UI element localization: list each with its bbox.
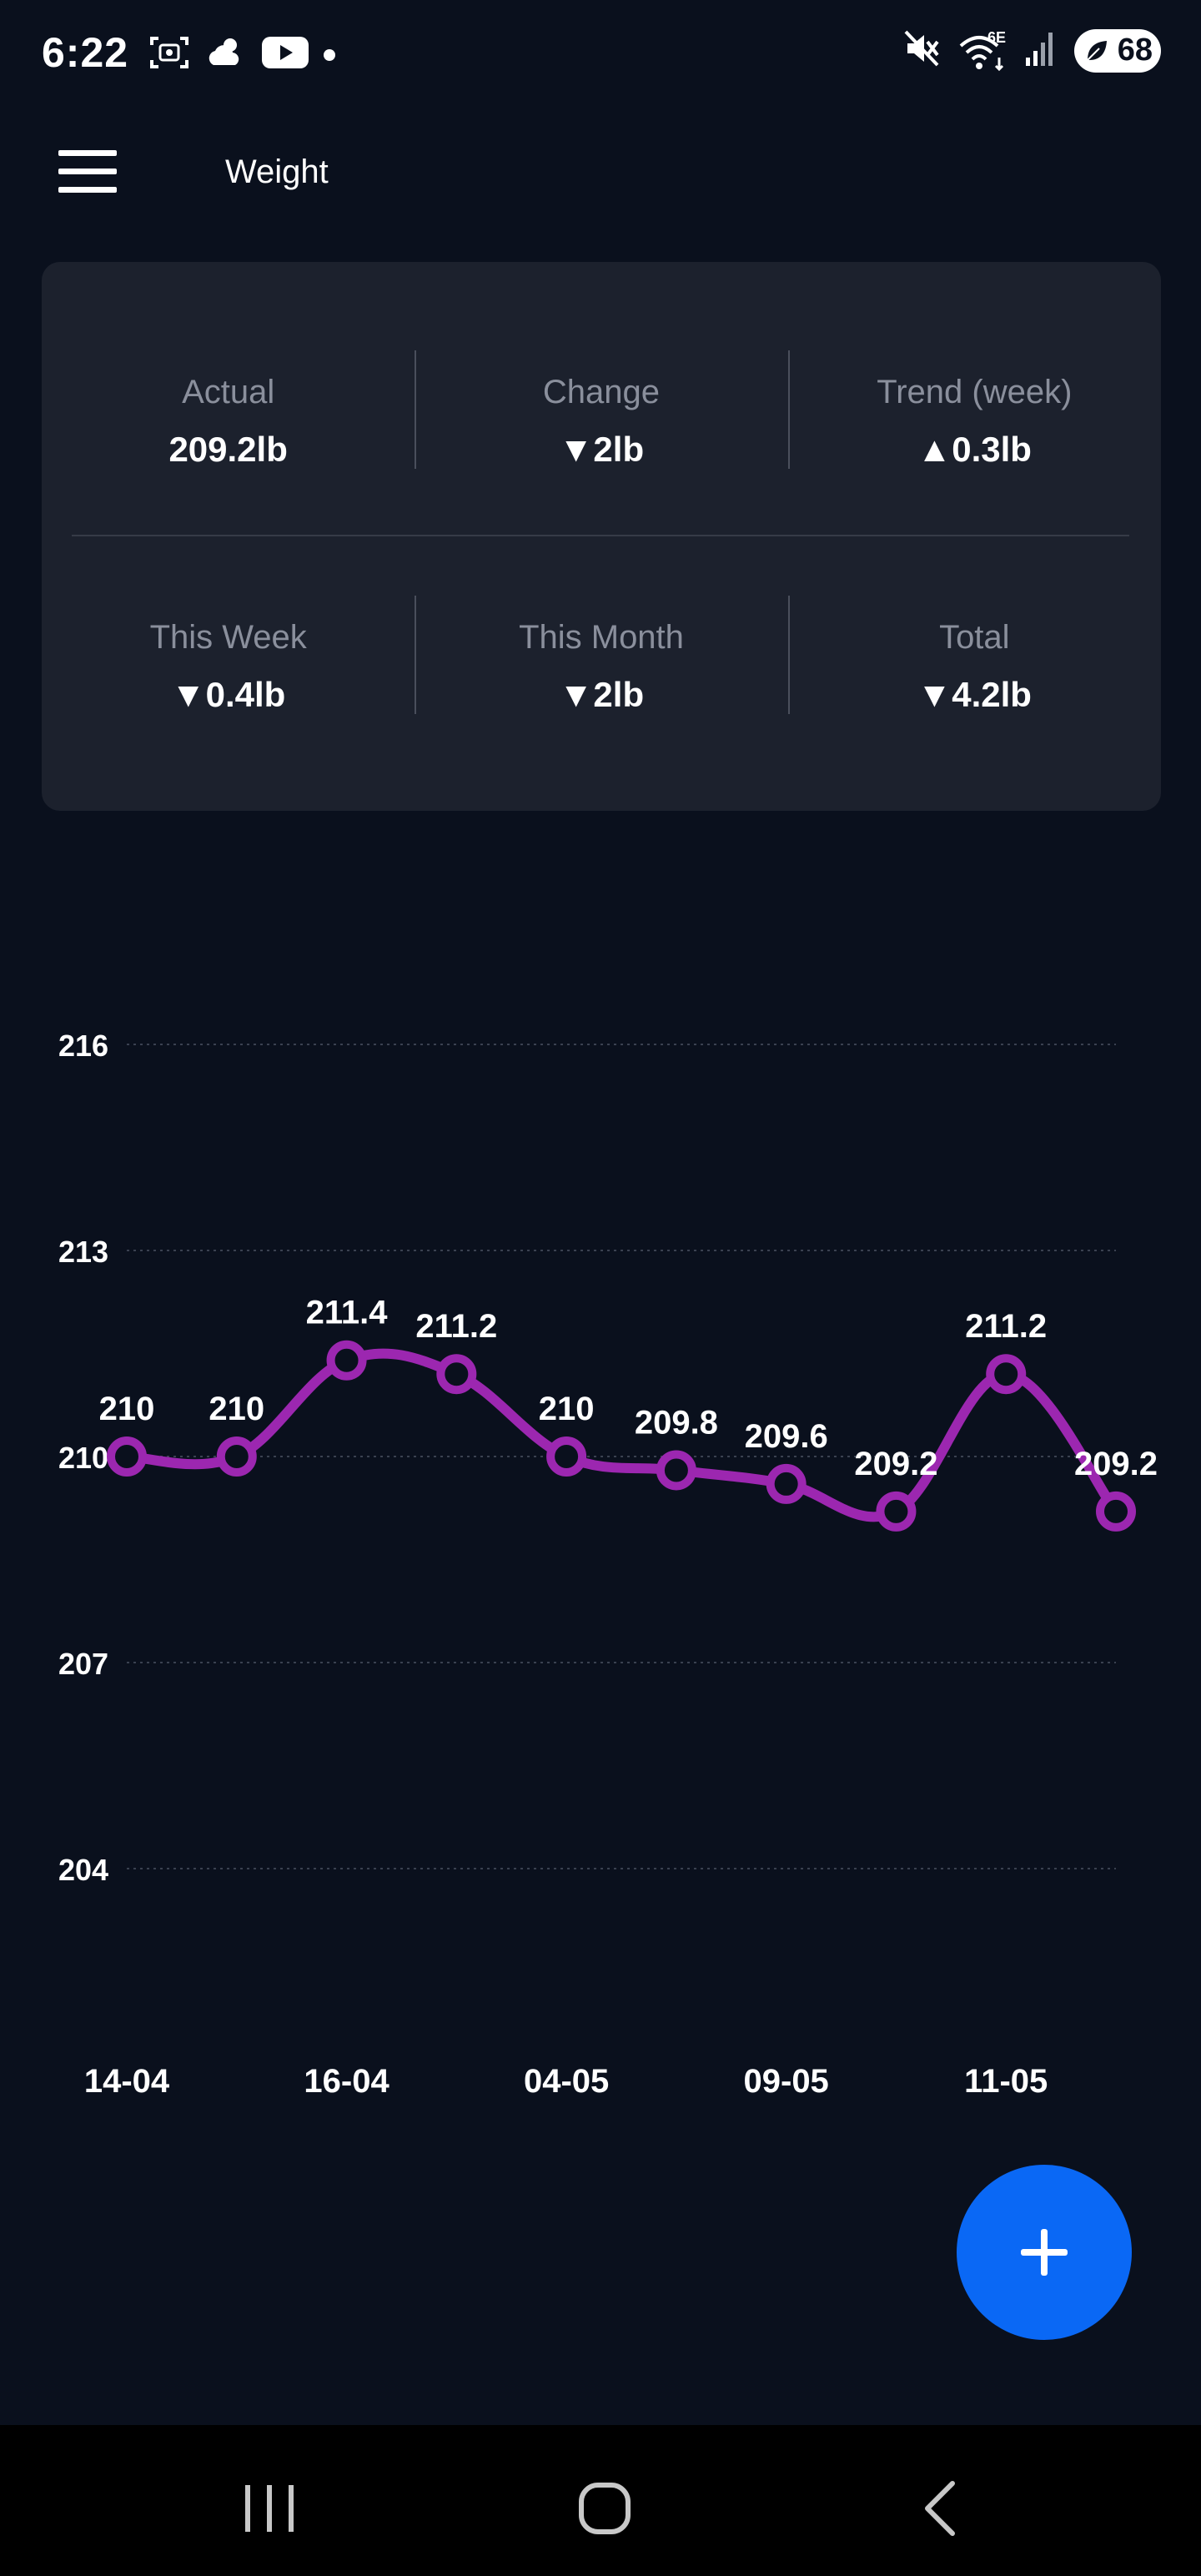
x-tick-label: 11-05: [964, 2063, 1048, 2100]
y-tick-label: 207: [58, 1647, 108, 1681]
hamburger-icon-bar: [58, 169, 117, 174]
stats-row-bottom: This Week ▼0.4lb This Month ▼2lb Total ▼…: [42, 596, 1161, 721]
data-point[interactable]: [546, 1436, 587, 1477]
back-button[interactable]: [891, 2467, 991, 2550]
stats-card: Actual 209.2lb Change ▼2lb Trend (week) …: [42, 262, 1161, 811]
status-bar: 6:22: [0, 0, 1201, 108]
stat-label: Trend (week): [877, 374, 1073, 410]
nav-bar: [0, 2425, 1201, 2576]
data-point[interactable]: [436, 1354, 477, 1395]
y-tick-label: 210: [58, 1441, 108, 1475]
data-point[interactable]: [766, 1463, 807, 1504]
x-tick-label: 09-05: [744, 2063, 829, 2100]
stat-value: ▼0.4lb: [171, 675, 286, 714]
data-label: 209.2: [1074, 1446, 1158, 1482]
screenshot-icon: [148, 33, 190, 76]
series-line: [122, 1348, 1121, 1522]
point-layer: [107, 1340, 1136, 1532]
y-tick-label: 204: [58, 1853, 108, 1887]
menu-button[interactable]: [50, 147, 125, 197]
data-label: 211.2: [965, 1308, 1047, 1345]
notification-dot: [324, 48, 335, 61]
y-tick-layer: 216 213 210 207 204: [58, 1029, 108, 1887]
stat-label: Actual: [182, 374, 275, 410]
line-layer: [122, 1348, 1121, 1522]
data-point[interactable]: [986, 1354, 1027, 1395]
y-tick-label: 216: [58, 1029, 108, 1063]
stat-label: Total: [939, 619, 1010, 656]
hamburger-icon-bar: [58, 187, 117, 193]
stat-trend: Trend (week) ▲0.3lb: [787, 350, 1161, 475]
app-header: Weight: [0, 125, 1201, 217]
data-label: 211.2: [415, 1308, 497, 1345]
data-label: 210: [99, 1391, 155, 1427]
stat-this-month: This Month ▼2lb: [415, 596, 787, 721]
home-icon: [579, 2483, 631, 2534]
stats-row-top: Actual 209.2lb Change ▼2lb Trend (week) …: [42, 350, 1161, 475]
data-point[interactable]: [876, 1491, 917, 1532]
data-point[interactable]: [326, 1340, 367, 1381]
data-label-layer: 210 210 211.4 211.2 210 209.8 209.6 209.2 211.2 2…: [99, 1295, 1158, 1482]
status-icons-left: [148, 33, 335, 76]
mute-icon: [904, 28, 941, 73]
x-tick-label: 14-04: [84, 2063, 170, 2100]
grid-layer: [127, 1044, 1116, 1869]
plus-icon-stroke: [1041, 2229, 1048, 2276]
battery-level: 68: [1117, 33, 1153, 68]
data-point[interactable]: [1096, 1491, 1136, 1532]
data-label: 210: [539, 1391, 595, 1427]
battery-icon: 68: [1074, 28, 1161, 73]
leaf-icon: [1087, 40, 1107, 61]
data-label: 209.2: [854, 1446, 937, 1482]
stat-label: Change: [542, 374, 661, 410]
stat-value: ▼2lb: [558, 430, 645, 469]
home-button[interactable]: [555, 2467, 655, 2550]
weight-chart[interactable]: 216 213 210 207 204 210 210 211.4 211.2 210 209.8…: [0, 951, 1201, 2152]
x-tick-label: 16-04: [304, 2063, 389, 2100]
back-icon: [925, 2481, 955, 2536]
y-tick-label: 213: [58, 1235, 108, 1269]
wifi-6e-icon: 6E: [957, 29, 1008, 73]
stat-label: This Month: [519, 619, 684, 656]
stat-value: ▲0.3lb: [917, 430, 1032, 469]
signal-icon: [1024, 29, 1058, 72]
data-point[interactable]: [656, 1450, 696, 1491]
data-point[interactable]: [107, 1436, 147, 1477]
add-entry-button[interactable]: [957, 2165, 1132, 2340]
youtube-icon: [262, 35, 309, 74]
recents-button[interactable]: [220, 2467, 320, 2550]
status-time: 6:22: [42, 29, 129, 76]
hamburger-icon: [58, 150, 117, 156]
data-label: 211.4: [306, 1295, 389, 1331]
x-tick-layer: 14-04 16-04 04-05 09-05 11-05: [84, 2063, 1048, 2100]
x-tick-label: 04-05: [524, 2063, 609, 2100]
recents-icon: [245, 2485, 294, 2532]
status-icons-right: 6E 68: [904, 28, 1161, 73]
data-label: 210: [209, 1391, 264, 1427]
page-title: Weight: [225, 153, 329, 190]
stat-this-week: This Week ▼0.4lb: [42, 596, 415, 721]
data-label: 209.6: [745, 1418, 828, 1455]
stat-change: Change ▼2lb: [415, 350, 787, 475]
stat-label: This Week: [149, 619, 307, 656]
wifi-badge: 6E: [987, 28, 1006, 46]
stat-value: ▼2lb: [558, 675, 645, 714]
stat-actual: Actual 209.2lb: [42, 350, 415, 475]
weather-icon: [205, 33, 247, 76]
stat-total: Total ▼4.2lb: [787, 596, 1161, 721]
stat-value: 209.2lb: [168, 430, 288, 469]
stats-divider: [72, 535, 1129, 536]
stat-value: ▼4.2lb: [917, 675, 1032, 714]
data-label: 209.8: [635, 1404, 718, 1441]
data-point[interactable]: [216, 1436, 257, 1477]
